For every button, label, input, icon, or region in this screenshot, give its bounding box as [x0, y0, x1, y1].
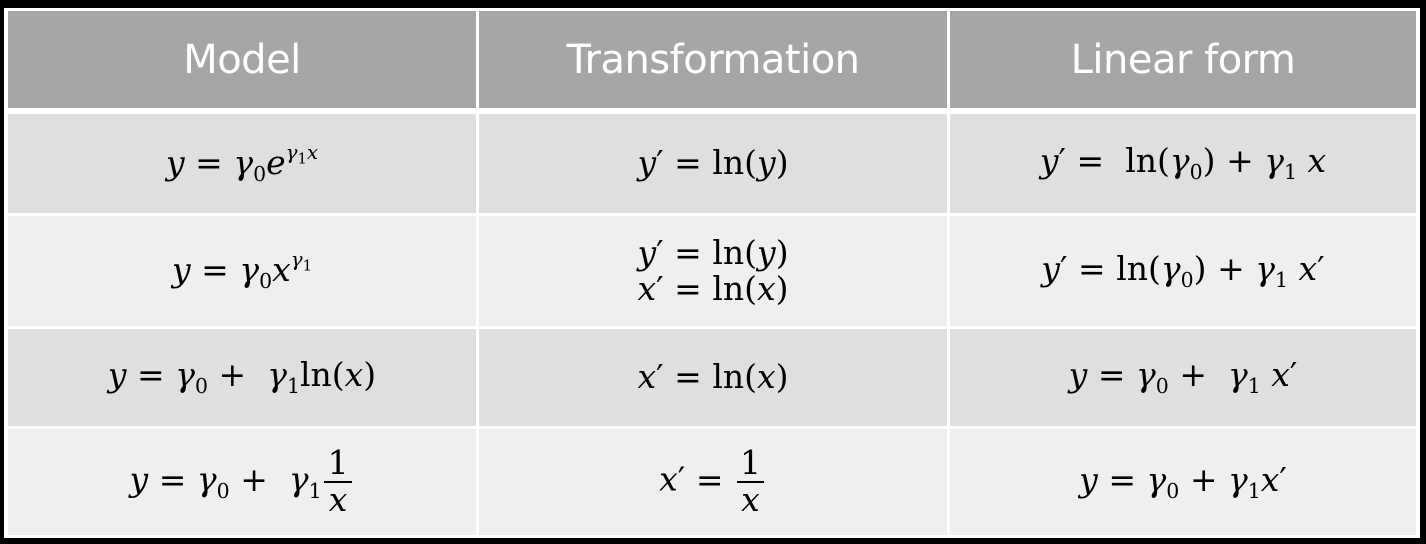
table-frame: Model Transformation Linear form y = γ0eγ1…: [4, 8, 1420, 538]
formula-line-x: x′ = ln(x): [637, 268, 789, 308]
formula-linear-form: y′ = ln(γ0) + γ1 x′: [1041, 248, 1325, 292]
cell-transformation: y′ = ln(y) x′ = ln(x): [479, 216, 950, 329]
cell-transformation: x′ = 1 x: [479, 428, 950, 535]
formula-model-logarithmic: y = γ0 + γ1ln(x): [107, 354, 377, 398]
formula-model-power: y = γ0xγ1: [171, 248, 313, 294]
table-row: y = γ0 + γ1ln(x) x′ = ln(x) y = γ0 + γ1 x′: [8, 328, 1416, 429]
table-row: y = γ0xγ1 y′ = ln(y) x′ = ln(x) y′ = ln(γ0) + γ1 x…: [8, 216, 1416, 329]
cell-model: y = γ0xγ1: [8, 216, 479, 329]
cell-model: y = γ0 + γ1ln(x): [8, 328, 479, 429]
cell-transformation: x′ = ln(x): [479, 328, 950, 429]
formula-model-exponential: y = γ0eγ1x: [165, 140, 319, 186]
formula-line-y: y′ = ln(y): [637, 232, 789, 272]
cell-linear-form: y′ = ln(γ0) + γ1 x′: [950, 216, 1416, 329]
table-row: y = γ0eγ1x y′ = ln(y) y′ = ln(γ0) + γ1 x: [8, 114, 1416, 217]
formula-transformation-log-x: x′ = ln(x): [637, 356, 789, 396]
header-linear-form: Linear form: [950, 11, 1416, 114]
cell-linear-form: y = γ0 + γ1x′: [950, 428, 1416, 535]
formula-model-reciprocal: y = γ0 + γ1 1 x: [130, 446, 355, 517]
cell-model: y = γ0 + γ1 1 x: [8, 428, 479, 535]
formula-linear-form: y = γ0 + γ1 x′: [1068, 354, 1298, 398]
formula-transformation-log-both: y′ = ln(y) x′ = ln(x): [637, 232, 789, 308]
formula-transformation-log-y: y′ = ln(y): [637, 143, 789, 183]
cell-linear-form: y′ = ln(γ0) + γ1 x: [950, 114, 1416, 217]
table-row: y = γ0 + γ1 1 x x′ = 1 x y = γ0 + γ1x′: [8, 428, 1416, 535]
cell-model: y = γ0eγ1x: [8, 114, 479, 217]
cell-transformation: y′ = ln(y): [479, 114, 950, 217]
header-model: Model: [8, 11, 479, 114]
formula-transformation-reciprocal: x′ = 1 x: [659, 446, 767, 517]
header-row: Model Transformation Linear form: [8, 11, 1416, 114]
cell-linear-form: y = γ0 + γ1 x′: [950, 328, 1416, 429]
header-transformation: Transformation: [479, 11, 950, 114]
formula-linear-form: y = γ0 + γ1x′: [1079, 459, 1287, 503]
transformation-table: Model Transformation Linear form y = γ0eγ1…: [8, 11, 1416, 535]
formula-linear-form: y′ = ln(γ0) + γ1 x: [1039, 141, 1327, 185]
